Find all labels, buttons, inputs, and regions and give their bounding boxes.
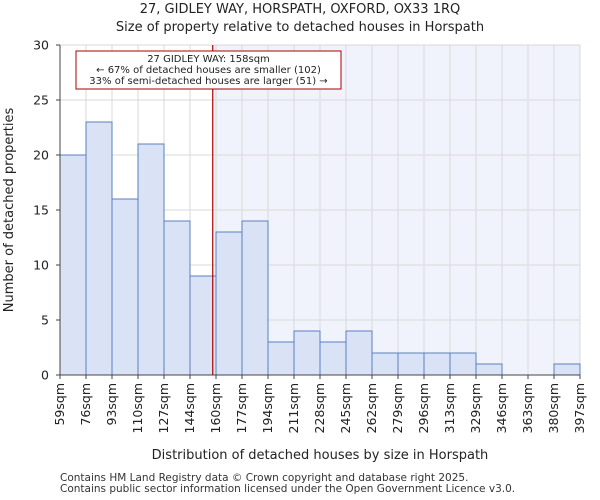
bar	[449, 352, 477, 376]
x-tick-label: 346sqm	[494, 383, 509, 433]
bar	[423, 352, 451, 376]
x-tick-label: 93sqm	[104, 383, 119, 426]
bar	[189, 275, 217, 376]
footer-line-2: Contains public sector information licen…	[60, 483, 516, 495]
x-tick-label: 110sqm	[130, 383, 145, 433]
annotation-line: 33% of semi-detached houses are larger (…	[89, 76, 327, 87]
bar	[319, 341, 347, 376]
x-tick-label: 363sqm	[520, 383, 535, 433]
bar	[215, 231, 243, 376]
bar	[85, 121, 113, 376]
x-tick-label: 127sqm	[156, 383, 171, 433]
x-tick-label: 177sqm	[234, 383, 249, 433]
y-tick-label: 30	[33, 38, 49, 53]
x-tick-label: 194sqm	[260, 383, 275, 433]
bar	[59, 154, 87, 376]
x-tick-label: 160sqm	[208, 383, 223, 433]
chart-title: 27, GIDLEY WAY, HORSPATH, OXFORD, OX33 1…	[140, 2, 461, 17]
bar	[371, 352, 399, 376]
x-tick-label: 296sqm	[416, 383, 431, 433]
y-tick-label: 10	[33, 258, 49, 273]
y-tick-label: 5	[41, 313, 49, 328]
x-tick-label: 211sqm	[286, 383, 301, 433]
bar	[345, 330, 373, 376]
y-tick-label: 25	[33, 93, 49, 108]
y-tick-label: 0	[41, 368, 49, 383]
chart-subtitle: Size of property relative to detached ho…	[116, 20, 484, 35]
x-tick-label: 279sqm	[390, 383, 405, 433]
bar	[293, 330, 321, 376]
x-tick-label: 329sqm	[468, 383, 483, 433]
annotation-box	[75, 50, 342, 90]
plot-area: 0 5 10 15 20 25 30 59sqm 76sqm 93sqm 110sqm 127sqm 1…	[33, 38, 587, 434]
bar	[475, 363, 503, 376]
bar	[111, 198, 139, 376]
x-tick-label: 245sqm	[338, 383, 353, 433]
x-tick-label: 144sqm	[182, 383, 197, 433]
x-tick-label: 313sqm	[442, 383, 457, 433]
footer-line-1: Contains HM Land Registry data © Crown c…	[60, 472, 469, 484]
annotation-line: ← 67% of detached houses are smaller (10…	[96, 65, 321, 76]
x-tick-label: 76sqm	[78, 383, 93, 426]
bar	[137, 143, 165, 376]
y-axis-label: Number of detached properties	[2, 108, 17, 313]
bar	[553, 363, 581, 376]
bar	[397, 352, 425, 376]
bar	[163, 220, 191, 376]
x-axis-label: Distribution of detached houses by size …	[152, 448, 489, 463]
x-tick-label: 59sqm	[52, 383, 67, 426]
y-tick-label: 15	[33, 203, 49, 218]
x-tick-label: 397sqm	[572, 383, 587, 433]
bar	[267, 341, 295, 376]
annotation-line: 27 GIDLEY WAY: 158sqm	[147, 54, 270, 65]
x-tick-label: 228sqm	[312, 383, 327, 433]
bar	[241, 220, 269, 376]
x-tick-label: 380sqm	[546, 383, 561, 433]
y-tick-label: 20	[33, 148, 49, 163]
x-tick-label: 262sqm	[364, 383, 379, 433]
